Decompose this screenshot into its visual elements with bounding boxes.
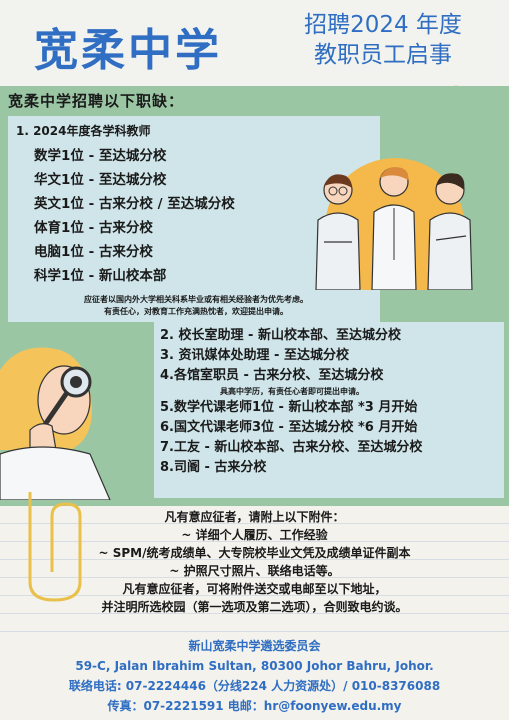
ruled-lines	[0, 506, 509, 632]
list-item: 科学1位 - 新山校本部	[34, 268, 167, 284]
teachers-heading: 1. 2024年度各学科教师	[16, 124, 151, 138]
list-item: 3. 资讯媒体处助理 - 至达城分校	[160, 348, 349, 363]
poster-header: 宽柔中学 招聘2024 年度 教职员工启事	[0, 0, 509, 88]
magnifier-person-illustration	[0, 347, 111, 500]
committee-name: 新山宽柔中学遴选委员会	[188, 639, 321, 653]
list-item: 电脑1位 - 古来分校	[34, 244, 153, 260]
list-item: 华文1位 - 至达城分校	[34, 172, 167, 188]
title-line-1: 招聘2024 年度	[304, 12, 462, 38]
list-item: 8.司阍 - 古来分校	[160, 460, 267, 475]
teachers-note-line-2: 有责任心，对教育工作充满热忱者，欢迎提出申请。	[104, 307, 288, 316]
paperclip-icon	[28, 492, 82, 602]
person-left	[315, 174, 361, 290]
attachments-text: 凡有意应征者，请附上以下附件： ~ 详细个人履历、工作经验 ~ SPM/统考成绩…	[0, 508, 509, 616]
list-item: 5.数学代课老师1位 - 新山校本部 *3 月开始	[160, 400, 418, 415]
teacher-list: 数学1位 - 至达城分校 华文1位 - 至达城分校 英文1位 - 古来分校 / …	[34, 144, 235, 288]
attachments-line-2: ~ SPM/统考成绩单、大专院校毕业文凭及成绩单证件副本	[98, 546, 411, 560]
attachments-intro: 凡有意应征者，请附上以下附件：	[164, 510, 345, 524]
section-heading: 宽柔中学招聘以下职缺：	[8, 92, 185, 110]
contact-block: 新山宽柔中学遴选委员会 59-C, Jalan Ibrahim Sultan, …	[0, 636, 509, 716]
list-item: 体育1位 - 古来分校	[34, 220, 153, 236]
phone: 联络电话: 07-2224446（分线224 人力资源处）/ 010-83760…	[68, 679, 441, 693]
staff-illustration	[315, 158, 473, 290]
list-item: 数学1位 - 至达城分校	[34, 148, 167, 164]
attachments-line-3: ~ 护照尺寸照片、联络电话等。	[169, 564, 340, 578]
title-line-2: 教职员工启事	[314, 42, 452, 68]
teachers-note: 应征者以国内外大学相关科系毕业或有相关经验者为优先考虑。 有责任心，对教育工作充…	[16, 294, 376, 318]
fax-email: 传真：07-2221591 电邮：hr@foonyew.edu.my	[107, 699, 402, 713]
other-positions-panel: 2. 校长室助理 - 新山校本部、至达城分校 3. 资讯媒体处助理 - 至达城分…	[154, 322, 504, 498]
person-right	[427, 173, 473, 290]
poster-title: 招聘2024 年度 教职员工启事	[278, 10, 488, 70]
attachments-closing-1: 凡有意应征者，可将附件送交或电邮至以下地址，	[122, 582, 387, 596]
position-list: 2. 校长室助理 - 新山校本部、至达城分校 3. 资讯媒体处助理 - 至达城分…	[160, 326, 422, 478]
school-name: 宽柔中学	[34, 25, 222, 76]
person-middle	[371, 167, 417, 290]
teachers-note-line-1: 应征者以国内外大学相关科系毕业或有相关经验者为优先考虑。	[84, 295, 308, 304]
attachments-line-1: ~ 详细个人履历、工作经验	[181, 528, 328, 542]
list-item: 英文1位 - 古来分校 / 至达城分校	[34, 196, 235, 212]
list-item: 6.国文代课老师3位 - 至达城分校 *6 月开始	[160, 420, 418, 435]
address: 59-C, Jalan Ibrahim Sultan, 80300 Johor …	[75, 659, 434, 673]
attachments-closing-2: 并注明所选校园（第一选项及第二选项），合则致电约谈。	[101, 600, 408, 614]
list-item: 4.各馆室职员 - 古来分校、至达城分校	[160, 368, 384, 383]
list-item-note: 具高中学历，有责任心者即可提出申请。	[220, 387, 364, 396]
list-item: 7.工友 - 新山校本部、古来分校、至达城分校	[160, 440, 423, 455]
list-item: 2. 校长室助理 - 新山校本部、至达城分校	[160, 328, 401, 343]
